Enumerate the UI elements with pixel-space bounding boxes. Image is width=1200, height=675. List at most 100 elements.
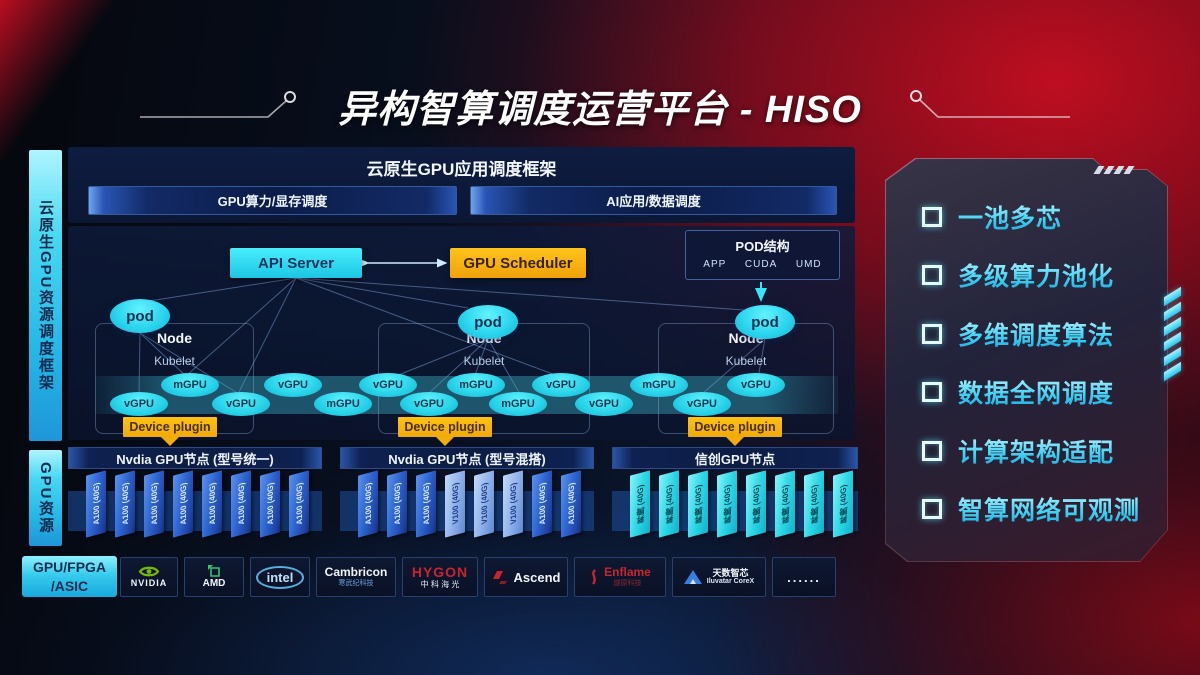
gpu-card-3: A100 (40G)	[144, 470, 164, 538]
gpu-card-8: A100 (40G)	[561, 470, 581, 538]
vendor-name: AMD	[202, 578, 226, 590]
gpu-card-label: 昇腾 (40G)	[693, 483, 703, 525]
gpu-card-4: 昇腾 (40G)	[717, 470, 737, 538]
gpu-card-label: 昇腾 (40G)	[751, 483, 761, 525]
ai-data-scheduling-bar: AI应用/数据调度	[470, 186, 837, 215]
gpu-card-label: A100 (40G)	[91, 481, 101, 527]
gpu-card-label: 昇腾 (40G)	[722, 483, 732, 525]
node-box-1: Node Kubelet	[95, 323, 254, 434]
vendor-subname: 寒武纪科技	[338, 579, 374, 587]
checkbox-bullet-icon	[922, 323, 942, 344]
gpu-card-4: A100 (40G)	[173, 470, 193, 538]
gpu-card-8: A100 (40G)	[289, 470, 309, 538]
hardware-line2: /ASIC	[50, 577, 89, 594]
gpu-card-label: V100 (40G)	[450, 482, 460, 526]
gpu-card-label: A100 (40G)	[421, 481, 431, 527]
hardware-types-box: GPU/FPGA /ASIC	[22, 556, 117, 597]
gpu-card-7: A100 (40G)	[532, 470, 552, 538]
node-label: Node	[157, 330, 192, 346]
iluvatar-icon	[683, 570, 702, 584]
vendor-subname: 中 科 海 光	[420, 580, 460, 590]
pod-structure-title: POD结构	[735, 239, 790, 254]
title-decor-lines	[140, 90, 1070, 118]
checkbox-bullet-icon	[922, 207, 942, 227]
gpu-card-6: 昇腾 (40G)	[775, 470, 795, 538]
device-plugin-2: Device plugin	[398, 417, 492, 437]
gpu-card-label: 昇腾 (40G)	[635, 483, 645, 525]
feature-label: 智算网络可观测	[958, 491, 1140, 527]
vendor-name: Cambricon	[324, 565, 388, 580]
gpu-unit-vgpu-14: vGPU	[727, 373, 785, 397]
feature-label: 一池多芯	[958, 199, 1062, 235]
nvidia-icon	[138, 566, 160, 577]
feature-label: 计算架构适配	[958, 433, 1114, 469]
gpu-card-2: A100 (40G)	[115, 470, 135, 538]
gpu-unit-mgpu-2: mGPU	[161, 373, 219, 397]
feature-item-3: 多维调度算法	[922, 316, 1147, 352]
gpu-card-label: 昇腾 (40G)	[780, 483, 790, 525]
app-framework-panel: 云原生GPU应用调度框架 GPU算力/显存调度 AI应用/数据调度	[68, 147, 855, 223]
enflame-icon	[592, 569, 597, 585]
gpu-section-header: 信创GPU节点	[612, 447, 858, 469]
connector-lines	[138, 258, 767, 395]
vendor-name: NVIDIA	[130, 578, 168, 589]
gpu-card-label: A100 (40G)	[207, 481, 217, 527]
vendor-tile-enflame: Enflame 燧原科技	[574, 557, 666, 597]
corner-stripes-decor	[1093, 166, 1135, 174]
gpu-unit-vgpu-13: vGPU	[673, 392, 731, 416]
checkbox-bullet-icon	[922, 440, 942, 461]
gpu-section-header: Nvdia GPU节点 (型号混搭)	[340, 447, 594, 469]
vendor-tile-amd: AMD	[184, 557, 244, 597]
vendor-tile-iluvatar: 天数智芯 Iluvatar CoreX	[672, 557, 766, 597]
vendor-name: Ascend	[513, 569, 561, 585]
scheduling-panel: API Server GPU Scheduler POD结构 APP CUDA …	[68, 226, 855, 440]
gpu-card-label: V100 (40G)	[508, 482, 518, 526]
kubelet-label: Kubelet	[154, 354, 195, 368]
gpu-card-label: A100 (40G)	[120, 481, 130, 527]
gpu-unit-mgpu-8: mGPU	[447, 373, 505, 397]
hardware-line1: GPU/FPGA	[32, 559, 107, 576]
feature-item-6: 智算网络可观测	[922, 491, 1147, 527]
vendor-tile-ascend: Ascend	[484, 557, 568, 597]
ascend-icon	[492, 570, 507, 584]
gpu-card-label: 昇腾 (40G)	[838, 483, 848, 525]
gpu-card-row: A100 (40G) A100 (40G) A100 (40G) A100 (40G)…	[86, 470, 309, 538]
sidebar-gpu-resource-bar: GPU资源	[29, 450, 62, 546]
gpu-section-xinchuang: 信创GPU节点 昇腾 (40G) 昇腾 (40G) 昇腾 (40G) 昇腾 (40G)…	[612, 447, 858, 547]
gpu-card-label: A100 (40G)	[178, 481, 188, 527]
feature-label: 数据全网调度	[958, 374, 1114, 410]
gpu-unit-vgpu-4: vGPU	[264, 373, 322, 397]
vendor-tile-nvidia: NVIDIA	[120, 557, 178, 597]
hazard-stripes-decor	[1164, 286, 1181, 382]
gpu-card-3: 昇腾 (40G)	[688, 470, 708, 538]
gpu-card-label: A100 (40G)	[294, 481, 304, 527]
kubelet-label: Kubelet	[463, 354, 505, 368]
checkbox-bullet-icon	[922, 265, 942, 286]
vendor-subname: 燧原科技	[613, 579, 642, 587]
gpu-card-label: A100 (40G)	[566, 481, 576, 527]
gpu-card-6: V100 (40G)	[503, 470, 523, 538]
page-title: 异构智算调度运营平台 - HISO	[338, 89, 862, 131]
gpu-card-label: V100 (40G)	[479, 482, 489, 526]
gpu-card-label: 昇腾 (40G)	[664, 483, 674, 525]
vendor-name: Enflame	[604, 565, 651, 580]
checkbox-bullet-icon	[922, 382, 942, 403]
gpu-card-row: 昇腾 (40G) 昇腾 (40G) 昇腾 (40G) 昇腾 (40G) 昇腾 (40G)…	[630, 470, 853, 538]
gpu-card-1: A100 (40G)	[86, 470, 106, 538]
vendor-tile-more: ......	[772, 557, 836, 597]
feature-panel: 一池多芯 多级算力池化 多维调度算法 数据全网调度 计算架构适配 智算网络可观测	[886, 159, 1167, 561]
feature-item-1: 一池多芯	[922, 199, 1147, 235]
gpu-card-7: 昇腾 (40G)	[804, 470, 824, 538]
amd-icon	[207, 565, 220, 578]
gpu-card-7: A100 (40G)	[260, 470, 280, 538]
pod-structure-box: POD结构 APP CUDA UMD	[685, 230, 840, 280]
pod-ellipse-3: pod	[735, 305, 795, 339]
device-plugin-1: Device plugin	[123, 417, 217, 437]
sidebar-framework-bar: 云原生GPU资源调度框架	[29, 150, 62, 441]
vendor-tile-intel: intel	[250, 557, 310, 597]
gpu-unit-mgpu-12: mGPU	[630, 373, 688, 397]
gpu-card-4: V100 (40G)	[445, 470, 465, 538]
gpu-unit-vgpu-11: vGPU	[575, 392, 633, 416]
gpu-card-6: A100 (40G)	[231, 470, 251, 538]
